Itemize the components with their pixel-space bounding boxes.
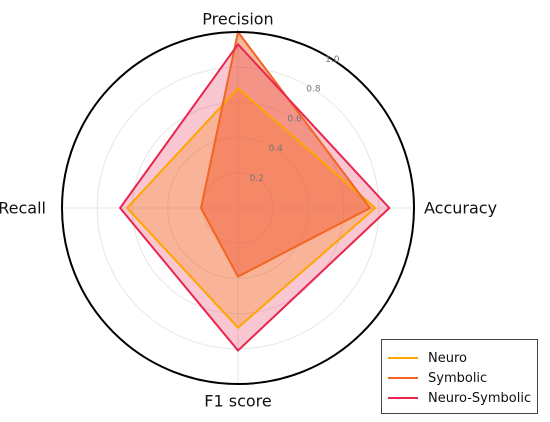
series-line-neuro-symbolic (118, 42, 391, 353)
legend-item-symbolic: Symbolic (388, 369, 487, 387)
series-line-neuro (125, 86, 377, 330)
series-layer (118, 29, 391, 353)
outer-ring (61, 31, 415, 385)
axis-label-precision: Precision (202, 10, 273, 29)
axis-label-accuracy: Accuracy (424, 199, 497, 218)
legend-swatch-neuro (388, 357, 418, 359)
legend-item-neuro-symbolic: Neuro-Symbolic (388, 389, 531, 407)
radial-tick-label: 0.8 (306, 85, 321, 95)
legend-label-neuro: Neuro (428, 350, 467, 366)
radial-tick-label: 0.2 (250, 174, 264, 184)
radial-tick-label: 1.0 (325, 55, 340, 65)
legend-label-symbolic: Symbolic (428, 370, 488, 386)
legend-swatch-neuro-symbolic (388, 397, 418, 399)
label-layer: 0.2 0.4 0.6 0.8 1.0 Accuracy Precision Recall F1… (0, 10, 497, 411)
radial-tick-label: 0.6 (287, 114, 302, 124)
legend-swatch-symbolic (388, 377, 418, 379)
axis-label-recall: Recall (0, 199, 46, 218)
axis-label-f1-score: F1 score (204, 392, 271, 411)
legend: Neuro Symbolic Neuro-Symbolic (381, 339, 538, 414)
legend-item-neuro: Neuro (388, 349, 467, 367)
legend-label-neuro-symbolic: Neuro-Symbolic (428, 390, 532, 406)
radial-tick-label: 0.4 (269, 144, 284, 154)
series-area-neuro (127, 88, 376, 328)
